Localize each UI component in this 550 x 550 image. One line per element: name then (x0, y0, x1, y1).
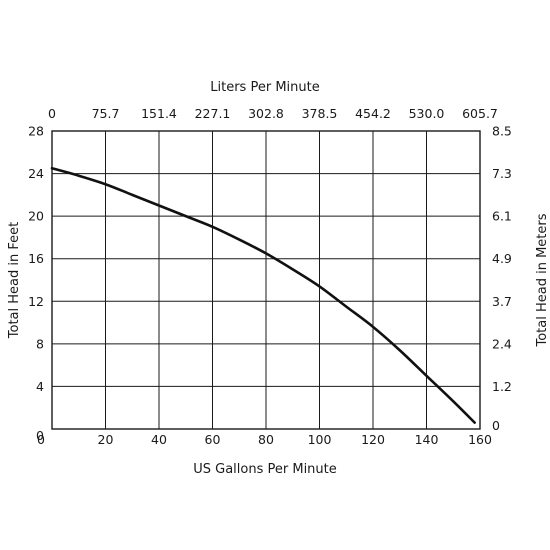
y2-axis-title: Total Head in Meters (535, 213, 550, 347)
y-tick-label: 16 (28, 251, 44, 266)
y-tick-label: 24 (28, 166, 44, 181)
y-tick-label: 20 (28, 209, 44, 224)
grid (51, 130, 481, 430)
y2-tick-label: 8.5 (492, 124, 512, 139)
y2-tick-label: 1.2 (492, 379, 512, 394)
x-tick-label: 60 (205, 432, 221, 447)
y-axis-title: Total Head in Feet (7, 222, 22, 339)
y2-tick-label: 6.1 (492, 209, 512, 224)
y-tick-label: 12 (28, 294, 44, 309)
x2-tick-label: 454.2 (355, 106, 391, 121)
y2-tick-label: 2.4 (492, 336, 512, 351)
x2-tick-label: 151.4 (141, 106, 177, 121)
y-tick-label: 8 (36, 336, 44, 351)
pump-curve-line (50, 166, 476, 424)
y-tick-label: 4 (36, 379, 44, 394)
x-tick-label: 0 (37, 432, 45, 447)
x-tick-label: 80 (258, 432, 274, 447)
y2-tick-label: 7.3 (492, 166, 512, 181)
x2-tick-label: 227.1 (195, 106, 231, 121)
x2-tick-label: 75.7 (92, 106, 120, 121)
x2-tick-label: 302.8 (248, 106, 284, 121)
x-tick-label: 100 (308, 432, 332, 447)
x2-tick-label: 530.0 (409, 106, 445, 121)
x-tick-label: 160 (468, 432, 492, 447)
y2-tick-label: 0 (492, 418, 500, 433)
x-tick-label: 20 (98, 432, 114, 447)
x-tick-label: 140 (415, 432, 439, 447)
y-tick-label: 28 (28, 124, 44, 139)
y2-tick-label: 3.7 (492, 294, 512, 309)
x2-tick-label: 0 (48, 106, 56, 121)
x-tick-label: 40 (151, 432, 167, 447)
plot-frame (51, 130, 481, 430)
x2-tick-label: 378.5 (302, 106, 338, 121)
x-tick-label: 120 (361, 432, 385, 447)
x2-axis-title: Liters Per Minute (210, 80, 319, 95)
y-tick-label: 0 (36, 428, 44, 443)
x-axis-title: US Gallons Per Minute (193, 462, 337, 477)
y2-tick-label: 4.9 (492, 251, 512, 266)
x2-tick-label: 605.7 (462, 106, 498, 121)
curve-layer (50, 166, 476, 424)
